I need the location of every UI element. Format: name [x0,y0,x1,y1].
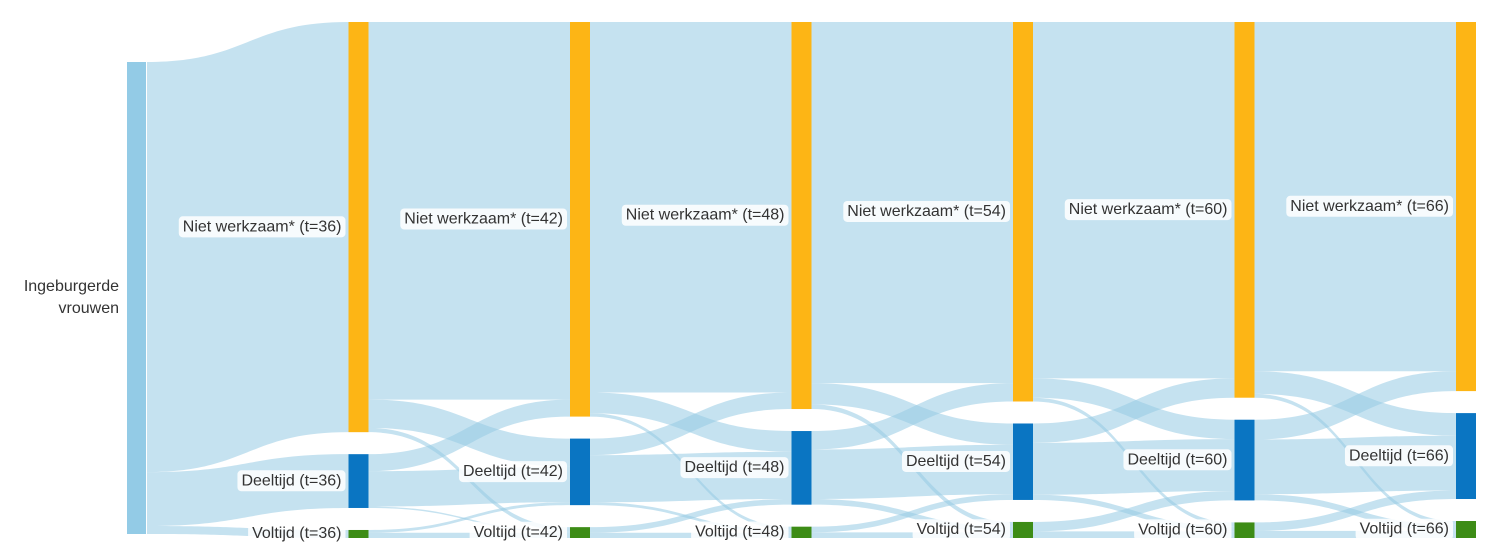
label-background [1134,519,1232,541]
label-background [1344,445,1453,467]
label-background [458,461,567,483]
link [368,506,570,533]
node [1456,413,1476,500]
link [147,22,349,473]
node [570,438,590,506]
node-label-text: Deeltijd (t=54) [906,453,1006,470]
node-label-text: Deeltijd (t=66) [1349,447,1449,464]
node-label: Niet werkzaam* (t=66) [1286,195,1453,217]
node-label: Deeltijd (t=36) [237,470,346,492]
link [590,499,792,533]
labels: Niet werkzaam* (t=36) Deeltijd (t=36) Volt… [178,195,1453,545]
node-label-text: Niet werkzaam* (t=60) [1069,201,1228,218]
node [1013,521,1033,538]
link [811,494,1013,533]
node-label-text: Niet werkzaam* (t=48) [626,207,785,224]
link [811,383,1013,450]
label-background [680,457,789,479]
label-background [248,523,346,545]
node-label-text: Voltijd (t=54) [917,521,1006,538]
label-background [400,208,567,230]
node-label: Deeltijd (t=66) [1344,445,1453,467]
node [791,431,812,505]
node [1013,423,1033,500]
node [791,526,812,538]
nodes [127,22,1476,538]
node-label: Niet werkzaam* (t=60) [1064,199,1232,221]
node-label: Voltijd (t=42) [469,521,567,543]
node-label: Voltijd (t=66) [1355,518,1453,540]
node-label: Voltijd (t=54) [912,519,1010,541]
link [1254,490,1456,531]
node-label: Voltijd (t=60) [1134,519,1232,541]
node-label-text: Deeltijd (t=36) [241,472,341,489]
node-label: Niet werkzaam* (t=36) [178,216,346,238]
node-label-text: Niet werkzaam* (t=36) [183,218,342,235]
link [1254,371,1456,440]
node [1234,522,1255,538]
link [368,502,570,533]
node-label: Deeltijd (t=60) [1123,449,1232,471]
node [348,529,369,538]
label-background [912,519,1010,541]
node-label: Niet werkzaam* (t=48) [621,204,789,226]
label-background [901,450,1010,472]
node [127,62,146,534]
node-label: Deeltijd (t=42) [458,461,567,483]
label-background [843,200,1010,222]
link [368,399,570,472]
node-label: Niet werkzaam* (t=42) [400,208,567,230]
node [1234,22,1255,398]
label-background [1064,199,1232,221]
node-label: Deeltijd (t=48) [680,457,789,479]
node [791,22,812,410]
label-background [1123,449,1232,471]
node [1456,521,1476,538]
node-label-text: Niet werkzaam* (t=66) [1290,198,1449,215]
label-background [237,470,346,492]
node-label-text: Voltijd (t=66) [1360,521,1449,538]
node-label-text: Voltijd (t=36) [252,525,341,542]
node-label: Voltijd (t=36) [248,523,346,545]
link [1033,490,1235,532]
node-label-text: Voltijd (t=60) [1138,521,1227,538]
node-label: Deeltijd (t=54) [901,450,1010,472]
node [348,22,369,433]
label-background [691,521,789,543]
node-label: Voltijd (t=48) [691,521,789,543]
node-label-text: Deeltijd (t=42) [463,463,563,480]
node [1456,22,1476,392]
node-label-text: Deeltijd (t=48) [684,459,784,476]
source-label: Ingeburgerde vrouwen [23,278,119,317]
node-label-text: Voltijd (t=42) [474,524,563,541]
node [570,527,590,538]
node [1013,22,1033,402]
label-background [1355,518,1453,540]
label-background [621,204,789,226]
node [1234,419,1255,501]
label-background [469,521,567,543]
node [570,22,590,417]
node-label-text: Niet werkzaam* (t=42) [404,211,563,228]
label-background [178,216,346,238]
link [1033,378,1235,443]
node-label-text: Deeltijd (t=60) [1127,451,1227,468]
node-label: Niet werkzaam* (t=54) [843,200,1010,222]
node-label-text: Voltijd (t=48) [695,524,784,541]
label-background [1286,195,1453,217]
link [590,392,792,456]
node-label-text: Niet werkzaam* (t=54) [847,203,1006,220]
node [348,454,369,508]
